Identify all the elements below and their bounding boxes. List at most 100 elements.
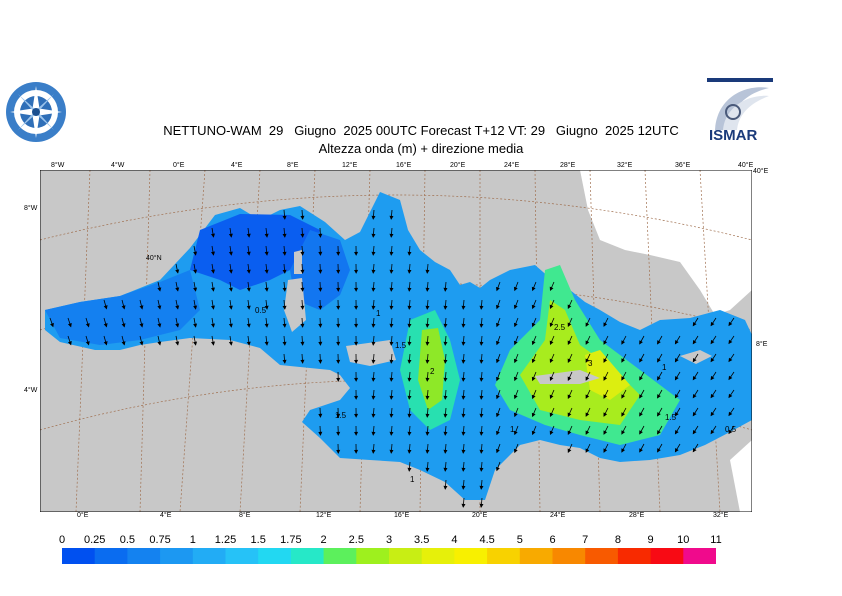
direction-arrowhead <box>443 341 448 346</box>
colorbar-swatch <box>389 548 423 564</box>
direction-arrowhead <box>193 269 198 274</box>
direction-arrowhead <box>210 251 215 256</box>
direction-arrowhead <box>336 431 341 436</box>
direction-arrowhead <box>567 394 572 399</box>
direction-arrowhead <box>318 233 323 238</box>
colorbar-swatch <box>683 548 716 564</box>
colorbar-swatch <box>421 548 455 564</box>
bottom-lon-label: 20°E <box>472 512 488 519</box>
direction-arrowhead <box>728 429 733 435</box>
direction-arrowhead <box>728 375 733 381</box>
sardinia-island <box>284 278 306 332</box>
direction-arrowhead <box>621 448 626 453</box>
direction-arrowhead <box>461 485 466 490</box>
corsica-island <box>294 250 302 274</box>
direction-arrowhead <box>674 340 679 345</box>
crete-island <box>535 370 600 384</box>
direction-arrowhead <box>407 269 412 274</box>
direction-arrowhead <box>354 431 359 436</box>
colorbar-swatch <box>258 548 292 564</box>
direction-arrowhead <box>282 305 287 310</box>
colorbar-swatch <box>94 548 128 564</box>
direction-arrowhead <box>300 359 305 364</box>
direction-arrowhead <box>461 431 466 436</box>
direction-arrowhead <box>175 323 180 328</box>
direction-arrowhead <box>246 341 251 346</box>
top-lon-label: 24°E <box>504 162 520 169</box>
east-land-south <box>730 440 752 512</box>
direction-arrowhead <box>585 322 590 327</box>
direction-arrowhead <box>496 286 500 292</box>
colorbar-label: 1 <box>189 534 196 546</box>
direction-arrowhead <box>603 376 608 381</box>
direction-arrowhead <box>210 287 215 292</box>
direction-arrowhead <box>228 251 233 256</box>
direction-arrowhead <box>461 413 466 418</box>
direction-arrowhead <box>354 413 359 418</box>
direction-arrowhead <box>549 412 554 418</box>
colorbar-label: 8 <box>614 534 621 546</box>
ionian-peak <box>418 328 445 410</box>
direction-arrowhead <box>318 269 323 274</box>
direction-arrowhead <box>425 467 430 472</box>
direction-arrowhead <box>621 340 626 345</box>
direction-arrowhead <box>479 467 484 472</box>
direction-arrowhead <box>657 340 661 345</box>
colorbar-swatch <box>323 548 357 564</box>
colorbar-swatch <box>192 548 226 564</box>
direction-arrowhead <box>603 394 608 399</box>
alboran-calm <box>45 270 200 345</box>
direction-arrowhead <box>496 322 500 328</box>
direction-arrowhead <box>603 322 608 327</box>
direction-arrowhead <box>282 233 287 238</box>
direction-arrowhead <box>318 287 323 292</box>
direction-arrowhead <box>479 359 484 364</box>
direction-arrowhead <box>389 395 394 400</box>
direction-arrowhead <box>513 448 518 454</box>
bottom-lon-label: 28°E <box>629 512 645 519</box>
contour-label: 1 <box>510 425 515 434</box>
direction-arrowhead <box>67 322 72 328</box>
direction-arrowhead <box>175 305 180 310</box>
direction-arrowhead <box>443 377 448 382</box>
direction-arrowhead <box>246 269 251 274</box>
direction-arrowhead <box>354 305 359 310</box>
direction-arrowhead <box>371 269 376 274</box>
direction-arrowhead <box>246 251 251 256</box>
direction-arrowhead <box>407 413 412 418</box>
direction-arrowhead <box>496 448 500 454</box>
direction-arrowhead <box>657 430 661 435</box>
direction-arrowhead <box>603 430 608 435</box>
direction-arrowhead <box>692 357 697 363</box>
top-lon-label: 36°E <box>675 162 691 169</box>
direction-arrowhead <box>728 393 733 399</box>
direction-arrowhead <box>513 358 518 364</box>
direction-arrowhead <box>461 467 466 472</box>
direction-arrowhead <box>282 359 287 364</box>
direction-arrowhead <box>318 413 323 418</box>
direction-arrowhead <box>531 358 536 364</box>
direction-arrowhead <box>264 251 269 256</box>
direction-arrowhead <box>639 340 643 345</box>
direction-arrowhead <box>639 376 643 381</box>
colorbar-swatch <box>290 548 325 564</box>
direction-arrowhead <box>461 341 466 346</box>
ismar-logo-text: ISMAR <box>709 127 758 142</box>
direction-arrowhead <box>85 323 90 328</box>
direction-arrowhead <box>443 431 448 436</box>
contour-label: 1.5 <box>335 411 347 420</box>
bottom-lon-label: 32°E <box>713 512 729 519</box>
direction-arrowhead <box>585 394 590 399</box>
direction-arrowhead <box>246 233 251 238</box>
direction-arrowhead <box>210 305 215 310</box>
direction-arrowhead <box>354 449 359 454</box>
direction-arrowhead <box>425 431 430 436</box>
direction-arrowhead <box>389 323 394 328</box>
direction-arrowhead <box>531 394 536 400</box>
direction-arrowhead <box>728 357 733 363</box>
direction-arrowhead <box>407 395 412 400</box>
direction-arrowhead <box>496 358 500 364</box>
direction-arrowhead <box>264 287 269 292</box>
direction-arrowhead <box>513 340 518 346</box>
direction-arrowhead <box>585 340 590 345</box>
